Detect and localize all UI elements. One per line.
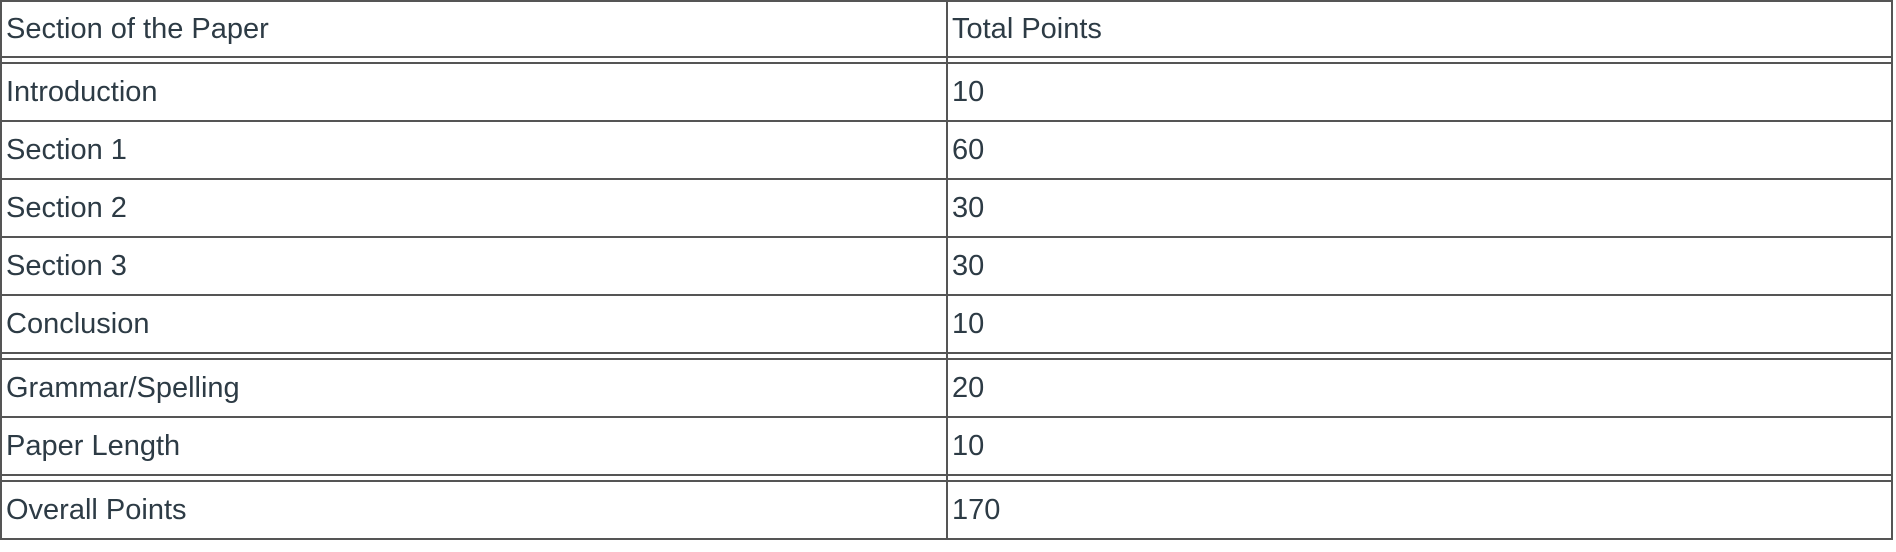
total-points-cell: 170 [947,481,1892,539]
points-cell: 20 [947,359,1892,417]
section-cell: Section 2 [1,179,947,237]
spacer-row [1,353,1892,359]
section-cell: Paper Length [1,417,947,475]
table-row: Paper Length 10 [1,417,1892,475]
points-cell: 10 [947,417,1892,475]
section-cell: Grammar/Spelling [1,359,947,417]
points-cell: 60 [947,121,1892,179]
section-cell: Introduction [1,63,947,121]
table-row: Section 2 30 [1,179,1892,237]
spacer-row [1,475,1892,481]
spacer-cell [1,475,947,481]
section-cell: Section 3 [1,237,947,295]
points-cell: 30 [947,237,1892,295]
spacer-cell [947,57,1892,63]
section-cell: Conclusion [1,295,947,353]
points-cell: 10 [947,63,1892,121]
points-cell: 30 [947,179,1892,237]
header-row: Section of the Paper Total Points [1,1,1892,57]
table-row: Grammar/Spelling 20 [1,359,1892,417]
spacer-cell [947,475,1892,481]
total-row: Overall Points 170 [1,481,1892,539]
table-row: Introduction 10 [1,63,1892,121]
spacer-cell [947,353,1892,359]
spacer-cell [1,353,947,359]
header-points: Total Points [947,1,1892,57]
spacer-cell [1,57,947,63]
table-row: Section 1 60 [1,121,1892,179]
section-cell: Section 1 [1,121,947,179]
total-label-cell: Overall Points [1,481,947,539]
grading-rubric-table: Section of the Paper Total Points Introd… [0,0,1893,540]
spacer-row [1,57,1892,63]
table-row: Section 3 30 [1,237,1892,295]
table-row: Conclusion 10 [1,295,1892,353]
points-cell: 10 [947,295,1892,353]
header-section: Section of the Paper [1,1,947,57]
